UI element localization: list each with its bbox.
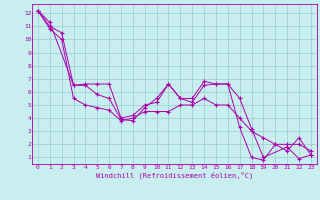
X-axis label: Windchill (Refroidissement éolien,°C): Windchill (Refroidissement éolien,°C) xyxy=(96,171,253,179)
